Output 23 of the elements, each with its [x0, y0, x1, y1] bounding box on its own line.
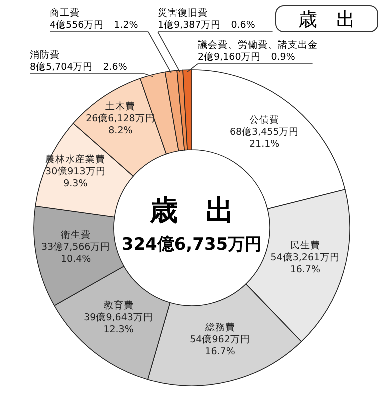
slice-label: 災害復旧費: [158, 7, 208, 19]
slice-label: 民生費: [290, 240, 320, 252]
data-label: 54億3,261万円 16.7%: [270, 252, 340, 276]
data-label: 39億9,643万円 12.3%: [84, 312, 154, 336]
slice-label: 商工費: [50, 7, 80, 19]
chart-title: 歳 出: [298, 9, 356, 31]
slice-label: 衛生費: [61, 229, 92, 242]
data-label: 1億9,387万円 0.6%: [158, 19, 256, 31]
data-label: 54億962万円 16.7%: [190, 334, 250, 358]
slice-label: 教育費: [104, 300, 134, 312]
slice-label: 土木費: [106, 100, 136, 113]
slice-label: 議会費、労働費、諸支出金: [198, 39, 318, 51]
data-label: 33億7,566万円 10.4%: [41, 241, 111, 266]
data-label: 68億3,455万円 21.1%: [230, 126, 300, 150]
text: 歳 出: [149, 194, 234, 227]
slice-label: 消防費: [30, 49, 60, 61]
data-label: 4億556万円 1.2%: [50, 19, 138, 31]
data-label: 8億5,704万円 2.6%: [30, 61, 128, 73]
data-label: 30億913万円 9.3%: [46, 166, 106, 190]
slice-label: 公債費: [250, 114, 280, 126]
text: 324億6,735万円: [122, 235, 262, 255]
data-label: 2億9,160万円 0.9%: [198, 51, 296, 63]
slice-label: 総務費: [204, 322, 236, 334]
